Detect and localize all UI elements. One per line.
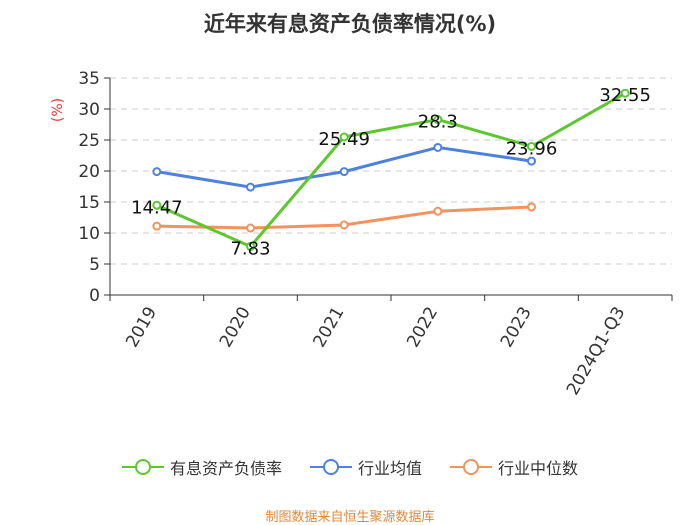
data-point xyxy=(339,132,349,142)
x-tick-label: 2022 xyxy=(403,304,442,351)
x-tick-label: 2019 xyxy=(122,304,161,351)
data-point xyxy=(433,206,443,216)
x-tick-label: 2024Q1-Q3 xyxy=(563,304,630,399)
data-point xyxy=(152,221,162,231)
y-tick-label: 10 xyxy=(78,224,100,244)
y-tick-label: 30 xyxy=(78,100,100,120)
chart-title: 近年来有息资产负债率情况(%) xyxy=(203,12,497,36)
data-point xyxy=(527,202,536,212)
legend-label: 行业均值 xyxy=(357,459,422,478)
data-label: 25.49 xyxy=(318,129,370,150)
data-point xyxy=(246,241,255,251)
data-point xyxy=(433,142,443,152)
legend-item[interactable]: 行业中位数 xyxy=(450,455,578,479)
legend-swatch xyxy=(450,459,492,475)
legend-label: 有息资产负债率 xyxy=(169,459,282,478)
x-tick-label: 2020 xyxy=(216,304,255,351)
data-label: 23.96 xyxy=(506,138,558,159)
chart-legend: 有息资产负债率 行业均值 行业中位数 xyxy=(0,455,700,479)
y-tick-label: 20 xyxy=(78,162,100,182)
y-tick-label: 35 xyxy=(78,69,100,89)
data-label: 28.3 xyxy=(418,112,458,133)
legend-swatch-marker xyxy=(463,459,479,475)
data-label: 14.47 xyxy=(131,197,183,218)
data-point xyxy=(620,88,630,98)
legend-swatch xyxy=(121,459,164,475)
data-label: 7.83 xyxy=(230,238,270,259)
data-point xyxy=(527,156,536,166)
x-tick-label: 2021 xyxy=(310,304,349,351)
y-tick-label: 5 xyxy=(89,255,100,275)
data-point xyxy=(339,220,349,230)
y-tick-label: 15 xyxy=(78,193,100,213)
data-point xyxy=(433,115,443,125)
legend-swatch-marker xyxy=(322,459,339,475)
legend-swatch xyxy=(309,459,352,475)
data-label: 32.55 xyxy=(599,85,651,106)
data-point xyxy=(152,167,162,177)
legend-item[interactable]: 有息资产负债率 xyxy=(121,455,282,479)
data-point xyxy=(246,182,255,192)
y-axis-label: (%) xyxy=(50,98,66,122)
data-point xyxy=(152,200,162,210)
y-tick-label: 25 xyxy=(78,131,100,151)
data-point xyxy=(527,141,536,151)
legend-label: 行业中位数 xyxy=(498,459,579,478)
data-point xyxy=(246,223,255,233)
x-tick-label: 2023 xyxy=(497,304,536,351)
data-point xyxy=(339,167,349,177)
legend-swatch-marker xyxy=(134,459,151,475)
data-source-note: 制图数据来自恒生聚源数据库 xyxy=(265,510,435,525)
legend-item[interactable]: 行业均值 xyxy=(309,455,422,479)
y-tick-label: 0 xyxy=(89,286,100,306)
series-line xyxy=(156,91,626,248)
